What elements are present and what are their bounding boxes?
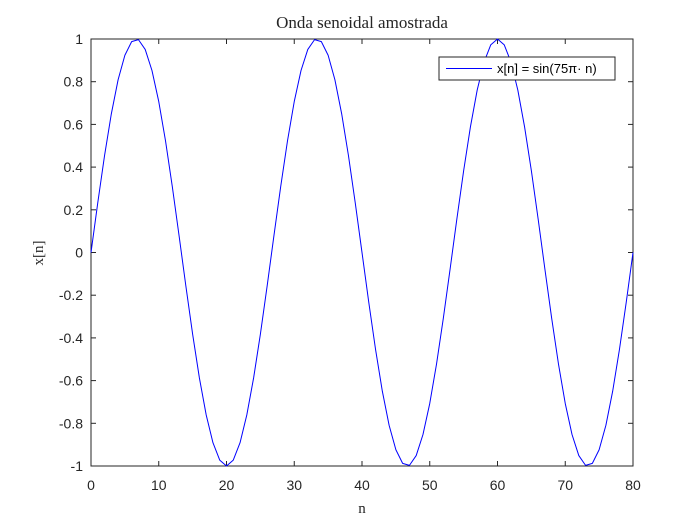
y-tick-label: -1: [71, 458, 84, 474]
y-tick-label: -0.2: [59, 287, 83, 303]
x-tick-label: 0: [87, 477, 95, 493]
x-tick-label: 60: [490, 477, 506, 493]
x-tick-label: 10: [151, 477, 167, 493]
legend: x[n] = sin(75π· n): [438, 56, 616, 81]
x-tick-label: 20: [219, 477, 235, 493]
series-layer: [90, 38, 634, 467]
chart-title: Onda senoidal amostrada: [276, 13, 448, 32]
legend-box: [438, 56, 616, 81]
x-tick-label: 70: [557, 477, 573, 493]
x-axis-label: n: [358, 501, 366, 517]
y-axis-label: x[n]: [31, 241, 47, 266]
y-tick-label: 1: [75, 31, 83, 47]
y-tick-label: 0.2: [64, 202, 84, 218]
ticks: [90, 38, 634, 467]
series-line-0: [90, 38, 634, 467]
x-tick-label: 50: [422, 477, 438, 493]
y-tick-label: -0.8: [59, 415, 83, 431]
y-tick-label: 0: [75, 245, 83, 261]
x-tick-label: 80: [625, 477, 641, 493]
legend-entry: x[n] = sin(75π· n): [497, 61, 597, 76]
y-tick-label: 0.6: [64, 116, 84, 132]
y-tick-label: 0.4: [64, 159, 84, 175]
y-tick-label: 0.8: [64, 74, 84, 90]
x-tick-label: 40: [354, 477, 370, 493]
tick-labels: 0 10 20 30 40 50 60 70 80 -1 -0.8 -0.6 -0.4 -0.2 0 0.2 0…: [59, 31, 641, 493]
y-tick-label: -0.4: [59, 330, 83, 346]
y-tick-label: -0.6: [59, 373, 83, 389]
x-tick-label: 30: [286, 477, 302, 493]
